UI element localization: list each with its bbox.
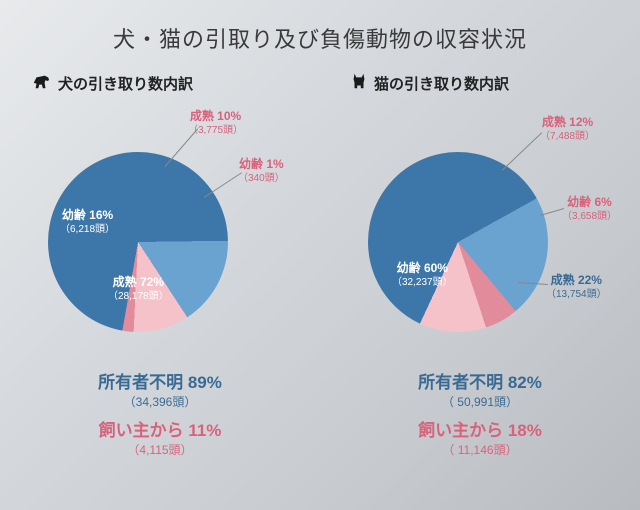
dog-subtitle: 犬の引き取り数内訳 bbox=[30, 72, 310, 94]
cat-pie bbox=[368, 152, 548, 332]
callout-line bbox=[502, 132, 543, 171]
charts-container: 犬の引き取り数内訳 成熟 72%（28,178頭）幼齢 16%（6,218頭）成… bbox=[0, 72, 640, 464]
dog-summary-row-0: 所有者不明 89%（34,396頭） bbox=[10, 368, 310, 410]
cat-subtitle: 猫の引き取り数内訳 bbox=[350, 72, 630, 94]
dog-slice-label-0: 成熟 72%（28,178頭） bbox=[108, 274, 169, 304]
cat-summary: 所有者不明 82%（ 50,991頭） 飼い主から 18%（ 11,146頭） bbox=[330, 368, 630, 458]
cat-slice-label-0: 幼齢 60%（32,237頭） bbox=[392, 260, 453, 290]
callout-line bbox=[204, 172, 243, 198]
dog-slice-label-2: 成熟 10%（3,775頭） bbox=[188, 108, 243, 138]
dog-panel: 犬の引き取り数内訳 成熟 72%（28,178頭）幼齢 16%（6,218頭）成… bbox=[10, 72, 310, 464]
dog-subtitle-text: 犬の引き取り数内訳 bbox=[58, 73, 193, 94]
dog-summary-row-1: 飼い主から 11%（4,115頭） bbox=[10, 416, 310, 458]
cat-pie-wrap: 幼齢 60%（32,237頭） 成熟 22%（13,754頭） 幼齢 6%（3,65… bbox=[330, 102, 630, 362]
cat-panel: 猫の引き取り数内訳 幼齢 60%（32,237頭） 成熟 22%（13,754頭）… bbox=[330, 72, 630, 464]
dog-pie bbox=[48, 152, 228, 332]
cat-slice-label-1: 成熟 22%（13,754頭） bbox=[546, 272, 607, 302]
dog-summary: 所有者不明 89%（34,396頭） 飼い主から 11%（4,115頭） bbox=[10, 368, 310, 458]
cat-icon bbox=[350, 72, 368, 94]
dog-icon bbox=[30, 72, 52, 94]
dog-slice-label-1: 幼齢 16%（6,218頭） bbox=[60, 207, 115, 237]
dog-pie-wrap: 成熟 72%（28,178頭） 幼齢 16%（6,218頭） 成熟 10%（3,77… bbox=[10, 102, 310, 362]
cat-subtitle-text: 猫の引き取り数内訳 bbox=[374, 73, 509, 94]
cat-summary-row-0: 所有者不明 82%（ 50,991頭） bbox=[330, 368, 630, 410]
callout-line bbox=[540, 208, 564, 216]
page-title: 犬・猫の引取り及び負傷動物の収容状況 bbox=[0, 0, 640, 54]
cat-slice-label-2: 幼齢 6%（3,658頭） bbox=[562, 194, 617, 224]
cat-slice-label-3: 成熟 12%（7,488頭） bbox=[540, 114, 595, 144]
dog-slice-label-3: 幼齢 1%（340頭） bbox=[238, 156, 285, 186]
cat-summary-row-1: 飼い主から 18%（ 11,146頭） bbox=[330, 416, 630, 458]
